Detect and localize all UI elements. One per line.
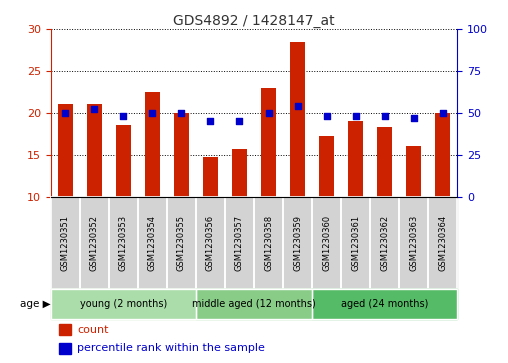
Bar bbox=[167, 197, 196, 289]
Text: GSM1230361: GSM1230361 bbox=[351, 215, 360, 271]
Bar bbox=[59, 325, 71, 335]
Bar bbox=[51, 289, 196, 319]
Text: GSM1230359: GSM1230359 bbox=[293, 215, 302, 271]
Point bbox=[409, 115, 418, 121]
Bar bbox=[370, 197, 399, 289]
Bar bbox=[312, 289, 457, 319]
Text: aged (24 months): aged (24 months) bbox=[341, 299, 428, 309]
Bar bbox=[51, 289, 196, 319]
Bar bbox=[138, 197, 167, 289]
Text: GSM1230354: GSM1230354 bbox=[148, 215, 157, 271]
Point bbox=[177, 110, 185, 116]
Bar bbox=[80, 197, 109, 289]
Bar bbox=[109, 197, 138, 289]
Bar bbox=[138, 197, 167, 289]
Bar bbox=[196, 197, 225, 289]
Text: GSM1230356: GSM1230356 bbox=[206, 215, 215, 271]
Text: count: count bbox=[77, 325, 109, 335]
Bar bbox=[312, 197, 341, 289]
Text: GSM1230364: GSM1230364 bbox=[438, 215, 447, 271]
Text: young (2 months): young (2 months) bbox=[80, 299, 167, 309]
Text: percentile rank within the sample: percentile rank within the sample bbox=[77, 343, 265, 353]
Bar bbox=[261, 88, 276, 197]
Bar bbox=[59, 343, 71, 354]
Point bbox=[235, 118, 243, 124]
Bar bbox=[348, 121, 363, 197]
Title: GDS4892 / 1428147_at: GDS4892 / 1428147_at bbox=[173, 14, 335, 28]
Bar bbox=[312, 289, 457, 319]
Bar bbox=[312, 197, 341, 289]
Bar bbox=[399, 197, 428, 289]
Bar bbox=[109, 197, 138, 289]
Text: GSM1230362: GSM1230362 bbox=[380, 215, 389, 271]
Text: GSM1230355: GSM1230355 bbox=[177, 215, 186, 271]
Bar bbox=[370, 197, 399, 289]
Bar bbox=[290, 42, 305, 197]
Text: GSM1230357: GSM1230357 bbox=[235, 215, 244, 271]
Point bbox=[352, 113, 360, 119]
Bar bbox=[51, 197, 80, 289]
Bar bbox=[51, 197, 80, 289]
Bar bbox=[320, 136, 334, 197]
Point bbox=[380, 113, 389, 119]
Point bbox=[90, 107, 99, 113]
Text: GSM1230351: GSM1230351 bbox=[61, 215, 70, 271]
Text: GSM1230358: GSM1230358 bbox=[264, 215, 273, 271]
Text: GSM1230352: GSM1230352 bbox=[90, 215, 99, 271]
Bar bbox=[203, 157, 218, 197]
Bar bbox=[435, 113, 450, 197]
Text: GSM1230363: GSM1230363 bbox=[409, 215, 418, 271]
Bar bbox=[399, 197, 428, 289]
Bar bbox=[196, 289, 312, 319]
Bar bbox=[145, 92, 160, 197]
Bar bbox=[377, 127, 392, 197]
Bar bbox=[428, 197, 457, 289]
Bar bbox=[341, 197, 370, 289]
Point bbox=[323, 113, 331, 119]
Bar bbox=[80, 197, 109, 289]
Point bbox=[265, 110, 273, 116]
Point bbox=[61, 110, 70, 116]
Bar bbox=[87, 105, 102, 197]
Bar bbox=[428, 197, 457, 289]
Bar bbox=[225, 197, 254, 289]
Bar bbox=[58, 105, 73, 197]
Bar bbox=[254, 197, 283, 289]
Bar bbox=[167, 197, 196, 289]
Point bbox=[438, 110, 447, 116]
Bar bbox=[116, 125, 131, 197]
Point bbox=[206, 118, 214, 124]
Point bbox=[294, 103, 302, 109]
Bar bbox=[196, 289, 312, 319]
Bar bbox=[406, 146, 421, 197]
Text: age ▶: age ▶ bbox=[20, 299, 51, 309]
Text: GSM1230360: GSM1230360 bbox=[322, 215, 331, 271]
Bar bbox=[196, 197, 225, 289]
Bar bbox=[283, 197, 312, 289]
Bar bbox=[283, 197, 312, 289]
Point bbox=[148, 110, 156, 116]
Bar bbox=[341, 197, 370, 289]
Point bbox=[119, 113, 128, 119]
Text: GSM1230353: GSM1230353 bbox=[119, 215, 128, 271]
Bar bbox=[254, 197, 283, 289]
Text: middle aged (12 months): middle aged (12 months) bbox=[192, 299, 316, 309]
Bar bbox=[225, 197, 254, 289]
Bar bbox=[174, 113, 188, 197]
Bar bbox=[232, 149, 247, 197]
